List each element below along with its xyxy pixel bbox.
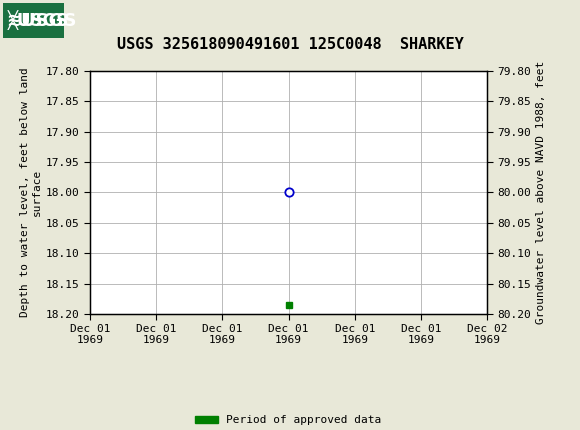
Text: ╳USGS: ╳USGS	[8, 10, 69, 31]
Text: ≋USGS: ≋USGS	[6, 12, 77, 29]
Legend: Period of approved data: Period of approved data	[191, 411, 386, 430]
FancyBboxPatch shape	[3, 3, 64, 37]
Y-axis label: Depth to water level, feet below land
surface: Depth to water level, feet below land su…	[20, 68, 42, 317]
Y-axis label: Groundwater level above NAVD 1988, feet: Groundwater level above NAVD 1988, feet	[535, 61, 546, 324]
Text: USGS 325618090491601 125C0048  SHARKEY: USGS 325618090491601 125C0048 SHARKEY	[117, 37, 463, 52]
